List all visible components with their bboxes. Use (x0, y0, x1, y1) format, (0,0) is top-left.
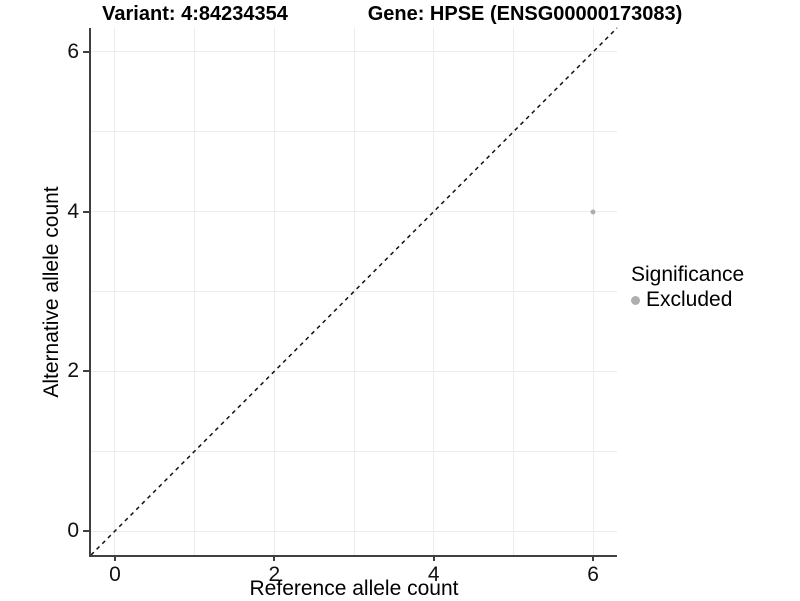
gridline-y-0 (91, 530, 617, 532)
x-axis-title: Reference allele count (249, 577, 459, 600)
y-axis-line (89, 28, 91, 557)
legend-title: Significance (631, 263, 745, 286)
gridline-y-1 (91, 450, 617, 452)
x-tick-label-6: 6 (587, 563, 599, 586)
y-tick-label-0: 0 (67, 519, 79, 543)
x-tick-label-0: 0 (109, 563, 121, 586)
x-tick-6 (592, 555, 595, 561)
gridline-y-2 (91, 370, 617, 372)
gridline-x-1 (194, 28, 196, 555)
x-axis-line (89, 555, 617, 557)
x-tick-4 (432, 555, 435, 561)
y-tick-label-6: 6 (67, 39, 79, 63)
plot-panel: 0 2 4 6 0 2 4 6 (67, 27, 618, 586)
x-tick-2 (273, 555, 276, 561)
x-tick-label-2: 2 (268, 563, 281, 586)
y-tick-0 (83, 530, 89, 533)
y-tick-label-2: 2 (67, 359, 79, 383)
gridline-x-2 (273, 28, 275, 555)
legend: Significance Excluded (631, 263, 744, 312)
y-tick-6 (83, 50, 89, 53)
variant-title: Variant: 4:84234354 (102, 3, 288, 25)
x-tick-label-4: 4 (427, 563, 440, 586)
gene-title: Gene: HPSE (ENSG00000173083) (367, 3, 683, 25)
y-tick-label-4: 4 (67, 199, 79, 223)
excluded-point-icon (631, 295, 640, 305)
x-tick-0 (113, 555, 116, 561)
gridline-x-0 (114, 28, 116, 555)
y-axis-title: Alternative allele count (40, 186, 63, 398)
legend-item-excluded: Excluded (631, 288, 744, 312)
y-tick-4 (83, 210, 89, 213)
legend-item-label: Excluded (646, 288, 733, 311)
data-point-0 (590, 209, 596, 215)
y-tick-2 (83, 370, 89, 373)
identity-reference-line (90, 27, 618, 556)
gridline-x-3 (353, 28, 355, 555)
